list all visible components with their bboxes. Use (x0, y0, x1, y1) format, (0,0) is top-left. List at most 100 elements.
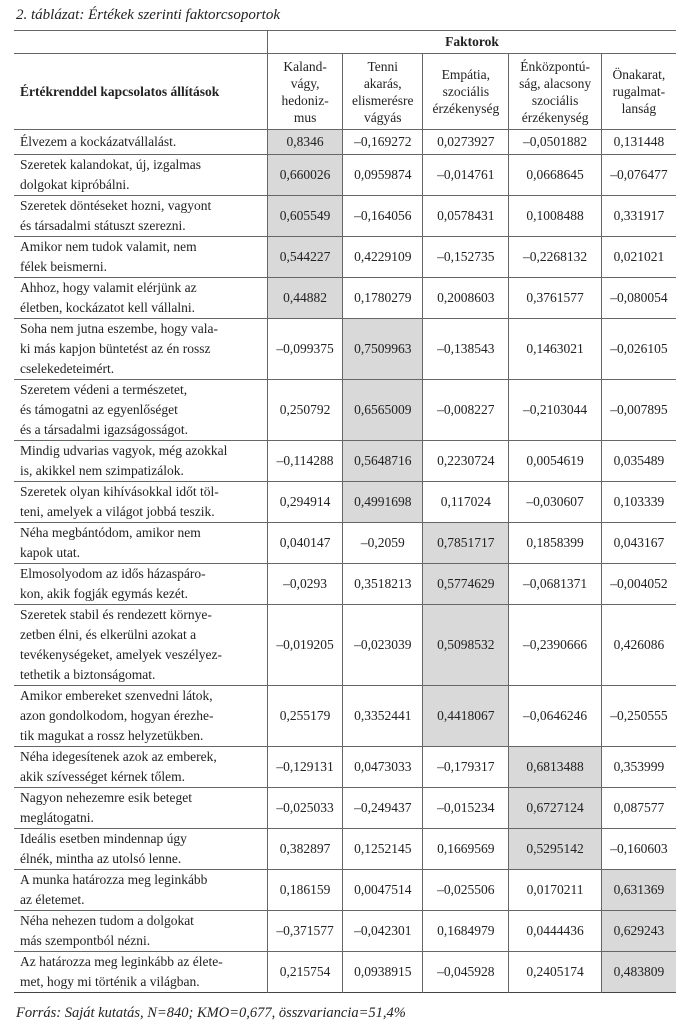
loading-cell: –0,0681371 (508, 563, 602, 605)
table-source-note: Forrás: Saját kutatás, N=840; KMO=0,677,… (16, 1005, 406, 1021)
loading-cell-highlighted: 0,4991698 (342, 481, 423, 523)
table-caption: 2. táblázat: Értékek szerinti faktorcsop… (16, 7, 280, 23)
statement-cell: Szeretek kalandokat, új, izgalmas dolgok… (14, 154, 268, 196)
loading-cell: –0,164056 (342, 195, 423, 237)
loading-cell: 0,0047514 (342, 869, 423, 911)
loading-cell: –0,114288 (266, 440, 343, 482)
statement-cell: Néha nehezen tudom a dolgokat más szempo… (14, 910, 268, 952)
loading-cell-highlighted: 0,44882 (266, 277, 343, 319)
loading-cell: 0,0668645 (508, 154, 602, 196)
loading-cell: 0,4229109 (342, 236, 423, 278)
loading-cell: 0,1684979 (422, 910, 509, 952)
loading-cell: 0,0938915 (342, 951, 423, 993)
statement-cell: Szeretek olyan kihívásokkal időt töl- te… (14, 481, 268, 523)
table-row: Nagyon nehezemre esik beteget meglátogat… (14, 787, 676, 829)
loading-cell: 0,382897 (266, 828, 343, 870)
loading-cell: –0,045928 (422, 951, 509, 993)
loading-cell: –0,152735 (422, 236, 509, 278)
loading-cell: –0,0646246 (508, 685, 602, 747)
loading-cell: 0,331917 (600, 195, 676, 237)
loading-cell-highlighted: 0,605549 (266, 195, 343, 237)
loading-cell: –0,007895 (600, 379, 676, 441)
statement-cell: Amikor nem tudok valamit, nem félek beis… (14, 236, 268, 278)
loading-cell: –0,2059 (342, 522, 423, 564)
empty-corner (14, 30, 268, 54)
loading-cell: 0,021021 (600, 236, 676, 278)
table-row: Szeretek olyan kihívásokkal időt töl- te… (14, 481, 676, 523)
loading-cell: 0,2230724 (422, 440, 509, 482)
loading-cell-highlighted: 0,631369 (600, 869, 676, 911)
loading-cell: 0,0444436 (508, 910, 602, 952)
statement-cell: Soha nem jutna eszembe, hogy vala- ki má… (14, 318, 268, 380)
loading-cell: –0,2390666 (508, 604, 602, 686)
loading-cell: 0,117024 (422, 481, 509, 523)
document-body: 2. táblázat: Értékek szerinti faktorcsop… (14, 7, 676, 1021)
loading-cell: –0,099375 (266, 318, 343, 380)
statement-cell: Élvezem a kockázatvállalást. (14, 129, 268, 155)
loading-cell: 0,2405174 (508, 951, 602, 993)
loading-cell: –0,160603 (600, 828, 676, 870)
loading-cell: 0,353999 (600, 746, 676, 788)
loading-cell: –0,025506 (422, 869, 509, 911)
table-row: Ahhoz, hogy valamit elérjünk az életben,… (14, 277, 676, 319)
table-row: Néha nehezen tudom a dolgokat más szempo… (14, 910, 676, 952)
loading-cell-highlighted: 0,7509963 (342, 318, 423, 380)
table-row: Néha idegesítenek azok az emberek, akik … (14, 746, 676, 788)
loading-cell: –0,179317 (422, 746, 509, 788)
loading-cell: 0,1858399 (508, 522, 602, 564)
factor-table: Faktorok Értékrenddel kapcsolatos állítá… (14, 30, 676, 993)
loading-cell: –0,015234 (422, 787, 509, 829)
table-row: Szeretek döntéseket hozni, vagyont és tá… (14, 195, 676, 237)
statement-cell: Nagyon nehezemre esik beteget meglátogat… (14, 787, 268, 829)
loading-cell: 0,0959874 (342, 154, 423, 196)
loading-cell: –0,2268132 (508, 236, 602, 278)
loading-cell-highlighted: 0,5098532 (422, 604, 509, 686)
table-row: Elmosolyodom az idős házaspáro- kon, aki… (14, 563, 676, 605)
loading-cell: –0,019205 (266, 604, 343, 686)
loading-cell-highlighted: 0,660026 (266, 154, 343, 196)
loading-cell: –0,138543 (422, 318, 509, 380)
loading-cell-highlighted: 0,544227 (266, 236, 343, 278)
factor-header-willfulness: Önakarat, rugalmat- lanság (600, 53, 676, 130)
loading-cell: 0,1780279 (342, 277, 423, 319)
loading-cell: 0,1008488 (508, 195, 602, 237)
loading-cell: –0,004052 (600, 563, 676, 605)
table-row: Mindig udvarias vagyok, még azokkal is, … (14, 440, 676, 482)
statement-cell: Szeretek döntéseket hozni, vagyont és tá… (14, 195, 268, 237)
statement-cell: Elmosolyodom az idős házaspáro- kon, aki… (14, 563, 268, 605)
table-row: Szeretem védeni a természetet, és támoga… (14, 379, 676, 441)
loading-cell: 0,426086 (600, 604, 676, 686)
loading-cell: –0,2103044 (508, 379, 602, 441)
statement-cell: Néha idegesítenek azok az emberek, akik … (14, 746, 268, 788)
loading-cell: 0,215754 (266, 951, 343, 993)
loading-cell-highlighted: 0,483809 (600, 951, 676, 993)
loading-cell-highlighted: 0,629243 (600, 910, 676, 952)
table-row: A munka határozza meg leginkább az élete… (14, 869, 676, 911)
loading-cell-highlighted: 0,5295142 (508, 828, 602, 870)
loading-cell: 0,0170211 (508, 869, 602, 911)
loading-cell: –0,030607 (508, 481, 602, 523)
loading-cell: –0,008227 (422, 379, 509, 441)
loading-cell: 0,2008603 (422, 277, 509, 319)
loading-cell: 0,1463021 (508, 318, 602, 380)
loading-cell: 0,294914 (266, 481, 343, 523)
loading-cell: 0,0273927 (422, 129, 509, 155)
table-row: Soha nem jutna eszembe, hogy vala- ki má… (14, 318, 676, 380)
factor-header-adventure: Kaland- vágy, hedoniz- mus (266, 53, 343, 130)
statement-cell: A munka határozza meg leginkább az élete… (14, 869, 268, 911)
statement-cell: Amikor embereket szenvedni látok, azon g… (14, 685, 268, 747)
factor-header-achievement: Tenni akarás, elismerésre vágyás (342, 53, 423, 130)
loading-cell: –0,371577 (266, 910, 343, 952)
statements-column-header: Értékrenddel kapcsolatos állítások (14, 53, 268, 130)
loading-cell: 0,103339 (600, 481, 676, 523)
loading-cell: –0,0501882 (508, 129, 602, 155)
loading-cell: 0,1252145 (342, 828, 423, 870)
loading-cell-highlighted: 0,7851717 (422, 522, 509, 564)
factors-group-header: Faktorok (266, 30, 676, 54)
loading-cell: 0,043167 (600, 522, 676, 564)
loading-cell: 0,087577 (600, 787, 676, 829)
table-row: Amikor nem tudok valamit, nem félek beis… (14, 236, 676, 278)
table-row: Néha megbántódom, amikor nem kapok utat.… (14, 522, 676, 564)
loading-cell: –0,169272 (342, 129, 423, 155)
loading-cell: –0,249437 (342, 787, 423, 829)
